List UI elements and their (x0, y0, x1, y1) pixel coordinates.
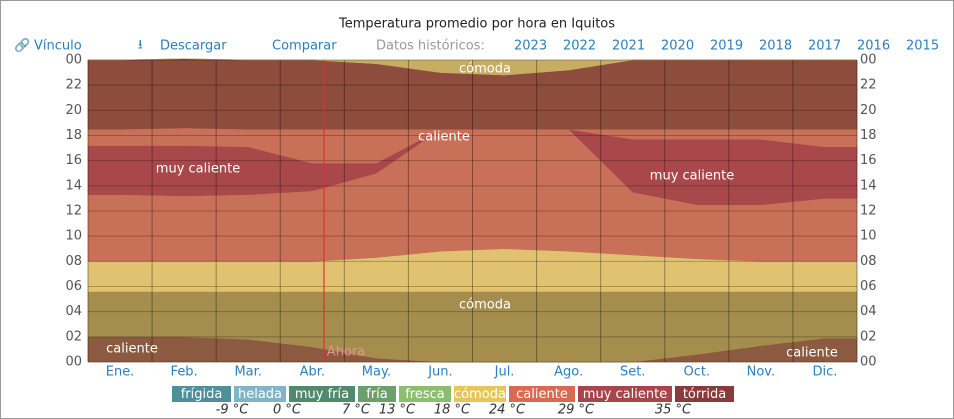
y2-tick-label: 16 (860, 153, 877, 168)
year-link[interactable]: 2018 (759, 39, 792, 54)
x-tick-label: Oct. (683, 365, 710, 380)
legend-swatch (509, 386, 575, 402)
legend-label: helada (238, 387, 282, 402)
threshold-label: 13 °C (379, 403, 416, 418)
legend-swatch (675, 386, 734, 402)
download[interactable]: Descargar (160, 39, 227, 54)
year-link[interactable]: 2017 (808, 39, 841, 54)
y-tick-label: 16 (65, 153, 82, 168)
year-link[interactable]: 2019 (710, 39, 743, 54)
legend-swatch (578, 386, 672, 402)
legend-label: tórrida (683, 387, 726, 402)
threshold-label: 7 °C (342, 403, 371, 418)
y2-tick-label: 20 (860, 103, 877, 118)
x-tick-label: Ene. (106, 365, 135, 380)
y-tick-label: 18 (65, 128, 82, 143)
x-tick-label: Set. (620, 365, 645, 380)
legend-swatch (172, 386, 231, 402)
chart-title: Temperatura promedio por hora en Iquitos (338, 17, 615, 32)
year-link[interactable]: 2015 (906, 39, 939, 54)
x-tick-label: Ago. (554, 365, 583, 380)
x-tick-label: Abr. (300, 365, 325, 380)
y2-tick-label: 10 (860, 229, 877, 244)
threshold-label: -9 °C (216, 403, 250, 418)
x-tick-label: Feb. (171, 365, 198, 380)
area-label: caliente (786, 346, 838, 361)
y2-tick-label: 06 (860, 279, 877, 294)
legend-swatch (358, 386, 396, 402)
now-label: Ahora (327, 345, 365, 360)
area-label: caliente (418, 130, 470, 145)
threshold-label: 0 °C (273, 403, 302, 418)
threshold-label: 35 °C (655, 403, 692, 418)
history-label: Datos históricos: (376, 39, 485, 54)
year-link[interactable]: 2021 (612, 39, 645, 54)
y2-tick-label: 08 (860, 254, 877, 269)
legend-swatch (454, 386, 506, 402)
legend-label: caliente (516, 387, 568, 402)
y2-tick-label: 22 (860, 78, 877, 93)
x-tick-label: Mar. (234, 365, 261, 380)
area-label: cómoda (459, 298, 511, 313)
y-tick-label: 00 (65, 355, 82, 370)
legend-label: muy caliente (583, 387, 667, 402)
y2-tick-label: 14 (860, 178, 877, 193)
legend-label: frígida (181, 387, 223, 402)
area-label: muy caliente (156, 162, 240, 177)
y2-tick-label: 00 (860, 355, 877, 370)
threshold-label: 18 °C (434, 403, 471, 418)
download-icon: ⭳ (138, 38, 143, 53)
y2-tick-label: 18 (860, 128, 877, 143)
x-tick-label: Nov. (747, 365, 776, 380)
y-tick-label: 04 (65, 304, 82, 319)
area-label: cómoda (459, 62, 511, 77)
area-band (88, 58, 857, 76)
legend-label: muy fría (295, 387, 349, 402)
threshold-label: 29 °C (558, 403, 595, 418)
year-link[interactable]: 2016 (857, 39, 890, 54)
legend-swatch (289, 386, 355, 402)
compare[interactable]: Comparar (272, 39, 337, 54)
x-tick-label: Jul. (494, 365, 515, 380)
y2-tick-label: 04 (860, 304, 877, 319)
threshold-label: 24 °C (489, 403, 526, 418)
link[interactable]: Vínculo (34, 39, 82, 54)
legend-label: fresca (405, 387, 445, 402)
link-icon: 🔗 (14, 37, 30, 54)
y-tick-label: 00 (65, 53, 82, 68)
legend-swatch (234, 386, 286, 402)
y-tick-label: 02 (65, 329, 82, 344)
y2-tick-label: 12 (860, 204, 877, 219)
year-link[interactable]: 2023 (514, 39, 547, 54)
legend-swatch (399, 386, 451, 402)
x-tick-label: Jun. (427, 365, 452, 380)
y-tick-label: 08 (65, 254, 82, 269)
y-tick-label: 14 (65, 178, 82, 193)
area-label: muy caliente (650, 169, 734, 184)
y-tick-label: 20 (65, 103, 82, 118)
year-link[interactable]: 2020 (661, 39, 694, 54)
y2-tick-label: 02 (860, 329, 877, 344)
legend-label: cómoda (454, 387, 506, 402)
y2-tick-label: 00 (860, 53, 877, 68)
y-tick-label: 12 (65, 204, 82, 219)
y-tick-label: 10 (65, 229, 82, 244)
y-tick-label: 22 (65, 78, 82, 93)
x-tick-label: May. (362, 365, 391, 380)
y-tick-label: 06 (65, 279, 82, 294)
legend-label: fría (366, 387, 388, 402)
area-label: caliente (106, 342, 158, 357)
year-link[interactable]: 2022 (563, 39, 596, 54)
x-tick-label: Dic. (813, 365, 838, 380)
